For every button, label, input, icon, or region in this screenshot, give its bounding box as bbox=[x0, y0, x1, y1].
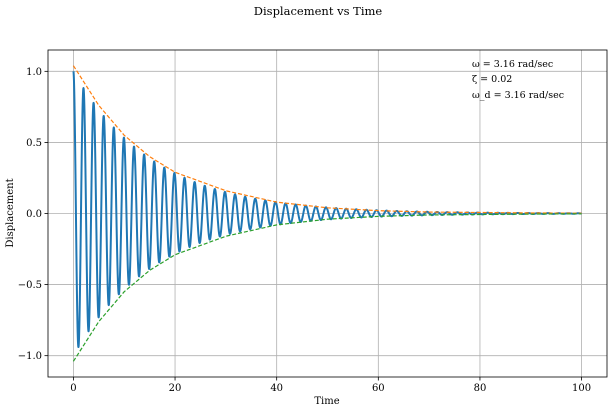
y-tick-label: −1.0 bbox=[18, 351, 42, 362]
y-tick-label: 0.5 bbox=[26, 138, 42, 149]
annotation-text: ω = 3.16 rad/sec bbox=[472, 59, 553, 70]
y-axis-label: Displacement bbox=[5, 178, 16, 247]
lower-envelope-line bbox=[72, 213, 582, 362]
x-tick-label: 100 bbox=[572, 383, 591, 394]
annotation-block: ω = 3.16 rad/sec ζ = 0.02 ω_d = 3.16 rad/s… bbox=[472, 59, 564, 101]
x-tick-label: 40 bbox=[270, 383, 283, 394]
annotation-text: ζ = 0.02 bbox=[472, 74, 512, 85]
x-tick-label: 60 bbox=[372, 383, 385, 394]
series-layer bbox=[72, 65, 583, 362]
y-axis-ticks: −1.0 −0.5 0.0 0.5 1.0 bbox=[18, 67, 48, 362]
upper-envelope-line bbox=[72, 65, 582, 214]
annotation-text: ω_d = 3.16 rad/sec bbox=[472, 90, 564, 101]
x-axis-ticks: 0 20 40 60 80 100 bbox=[70, 377, 591, 394]
displacement-line bbox=[72, 70, 583, 349]
chart-title: Displacement vs Time bbox=[254, 4, 383, 18]
x-axis-label: Time bbox=[314, 396, 339, 407]
y-tick-label: 0.0 bbox=[26, 209, 42, 220]
x-tick-label: 20 bbox=[169, 383, 182, 394]
y-tick-label: −0.5 bbox=[18, 280, 42, 291]
x-tick-label: 0 bbox=[70, 383, 76, 394]
x-tick-label: 80 bbox=[474, 383, 487, 394]
y-tick-label: 1.0 bbox=[26, 67, 42, 78]
